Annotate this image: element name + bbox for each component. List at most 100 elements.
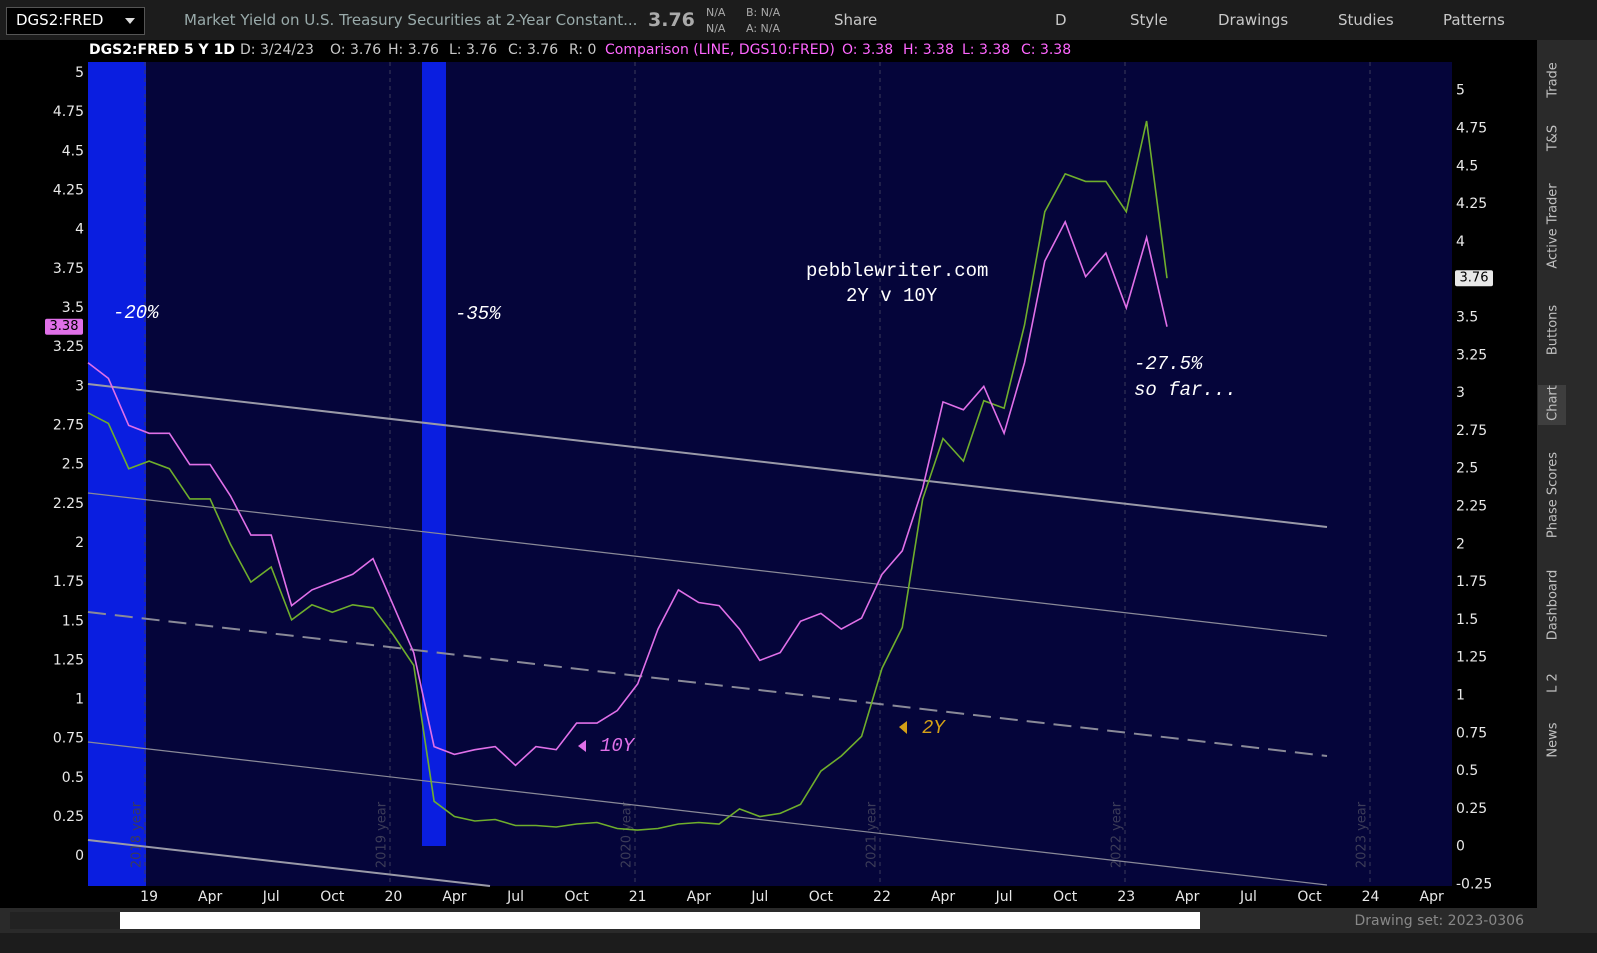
net-percent: N/A	[706, 22, 726, 35]
y2-tick-label: 2.5	[1456, 461, 1478, 477]
series-label: 10Y	[600, 735, 636, 757]
y2-tick-label: 0.25	[1456, 801, 1487, 817]
status-item: C: 3.76	[508, 42, 559, 58]
status-item: D: 3/24/23	[240, 42, 314, 58]
right-axis-area	[1452, 62, 1510, 886]
x-tick-label: Apr	[687, 889, 711, 905]
side-tab[interactable]: Trade	[1540, 55, 1566, 105]
y-tick-label: 3	[75, 378, 84, 394]
plot-area	[88, 62, 1452, 886]
y2-tick-label: 4.25	[1456, 196, 1487, 212]
y2-tick-label: 4.75	[1456, 121, 1487, 137]
y2-tick-label: 2.75	[1456, 423, 1487, 439]
shade-band	[422, 62, 446, 846]
comparison-item: L: 3.38	[962, 42, 1011, 58]
x-tick-label: Oct	[320, 889, 345, 905]
side-tab[interactable]: Dashboard	[1540, 565, 1566, 645]
side-tab[interactable]: L 2	[1540, 666, 1566, 700]
y-tick-label: 2	[75, 535, 84, 551]
x-tick-label: 24	[1362, 889, 1380, 905]
symbol[interactable]: DGS2:FRED	[16, 11, 104, 29]
annotation: -35%	[455, 303, 502, 325]
trend-line	[87, 611, 1328, 757]
y-tick-label: 2.75	[53, 417, 84, 433]
y2-tick-label: 1.25	[1456, 650, 1487, 666]
y2-tick-label: 0.5	[1456, 763, 1478, 779]
annotation: -27.5%	[1134, 353, 1204, 375]
price-tag-label: 3.76	[1460, 271, 1489, 286]
annotation: -20%	[113, 302, 160, 324]
price-tag	[1455, 270, 1493, 287]
patterns-button[interactable]: Patterns	[1443, 11, 1505, 29]
status-item: L: 3.76	[449, 42, 498, 58]
y2-tick-label: 3	[1456, 385, 1465, 401]
tab-label[interactable]: Dashboard	[1545, 569, 1561, 641]
drawing-set[interactable]: Drawing set: 2023-0306	[1354, 913, 1524, 929]
net-change: N/A	[706, 6, 726, 19]
side-tab[interactable]: Buttons	[1540, 298, 1566, 362]
y-tick-label: 5	[75, 65, 84, 81]
tab-label[interactable]: Active Trader	[1545, 183, 1561, 269]
comparison: Comparison (LINE, DGS10:FRED)	[605, 42, 835, 58]
style-button[interactable]: Style	[1130, 11, 1168, 29]
aggregation-button[interactable]: D	[1055, 11, 1067, 29]
y-tick-label: 2.25	[53, 496, 84, 512]
y2-tick-label: 4.5	[1456, 158, 1478, 174]
bid: B: N/A	[746, 6, 781, 19]
tab-label[interactable]: L 2	[1545, 673, 1561, 693]
series-line	[87, 120, 1168, 831]
y2-tick-label: 1.5	[1456, 612, 1478, 628]
tab-label[interactable]: Buttons	[1545, 304, 1561, 356]
x-tick-label: Jul	[750, 889, 768, 905]
side-tab[interactable]: Chart	[1540, 383, 1566, 423]
y2-tick-label: 2.25	[1456, 499, 1487, 515]
description: Market Yield on U.S. Treasury Securities…	[184, 11, 638, 29]
tab-label[interactable]: Trade	[1545, 62, 1561, 98]
year-marker: 2018 year	[130, 801, 145, 868]
tab-label[interactable]: Phase Scores	[1545, 451, 1561, 539]
side-tab[interactable]: News	[1540, 717, 1566, 763]
y-tick-label: 1.5	[62, 613, 84, 629]
y2-tick-label: 3.25	[1456, 347, 1487, 363]
y-tick-label: 0.75	[53, 731, 84, 747]
y2-tick-label: 3.5	[1456, 310, 1478, 326]
y2-tick-label: 1	[1456, 687, 1465, 703]
y2-tick-label: 0.75	[1456, 725, 1487, 741]
x-tick-label: Apr	[442, 889, 466, 905]
dropdown[interactable]	[125, 18, 135, 24]
scroll-thumb[interactable]	[10, 912, 120, 929]
label-arrow	[899, 721, 907, 734]
scroll-track[interactable]	[10, 912, 1200, 929]
y-tick-label: 1.75	[53, 574, 84, 590]
tab-label[interactable]: News	[1545, 722, 1561, 758]
tab-label[interactable]: T&S	[1545, 124, 1561, 152]
x-tick-label: 22	[873, 889, 891, 905]
x-tick-label: 23	[1117, 889, 1135, 905]
tab-label[interactable]: Chart	[1545, 385, 1561, 421]
y2-tick-label: 0	[1456, 839, 1465, 855]
x-tick-label: 21	[629, 889, 647, 905]
ask: A: N/A	[746, 22, 780, 35]
y-tick-label: 1.25	[53, 652, 84, 668]
status-symbol: DGS2:FRED 5 Y 1D	[89, 42, 235, 58]
side-tab[interactable]: T&S	[1540, 118, 1566, 158]
status-item: O: 3.76	[330, 42, 382, 58]
series-line	[87, 219, 1168, 767]
x-tick-label: Oct	[1053, 889, 1078, 905]
trend-line	[87, 741, 1328, 886]
trend-line	[87, 492, 1328, 637]
drawings-button[interactable]: Drawings	[1218, 11, 1289, 29]
y-tick-label: 3.75	[53, 261, 84, 277]
series-label: 2Y	[922, 717, 946, 739]
annotation: so far...	[1134, 379, 1237, 401]
y-tick-label: 2.5	[62, 457, 84, 473]
y2-tick-label: 1.75	[1456, 574, 1487, 590]
side-tab[interactable]: Active Trader	[1540, 176, 1566, 276]
symbol-box[interactable]	[6, 7, 145, 35]
side-tab[interactable]: Phase Scores	[1540, 445, 1566, 545]
x-tick-label: Oct	[1297, 889, 1322, 905]
studies-button[interactable]: Studies	[1338, 11, 1394, 29]
x-tick-label: Oct	[564, 889, 589, 905]
y2-tick-label: 2	[1456, 536, 1465, 552]
share-button[interactable]: Share	[834, 11, 878, 29]
